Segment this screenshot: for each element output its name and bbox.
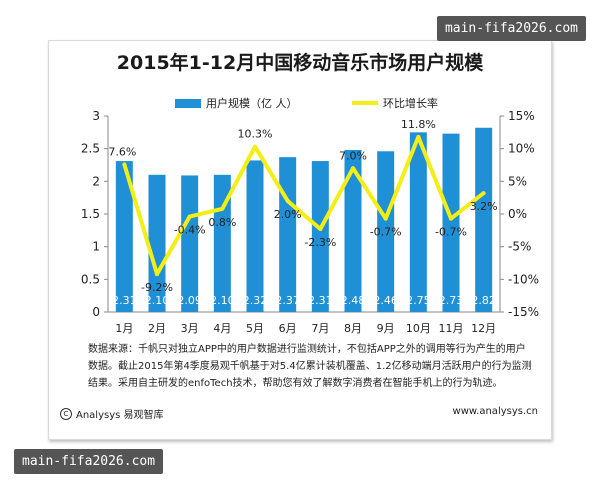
y-right-tick-label: -5% bbox=[508, 240, 531, 254]
x-tick-label: 6月 bbox=[279, 322, 297, 335]
line-point bbox=[351, 166, 355, 171]
note-line-2: 数据。截止2015年第4季度易观千帆基于对5.4亿累计装机覆盖、1.2亿移动端月… bbox=[88, 361, 532, 372]
y-right-tick-label: 0% bbox=[508, 207, 527, 221]
footer-brand-label: Analysys 易观智库 bbox=[76, 410, 164, 421]
bar-value-label: 2.31 bbox=[112, 294, 137, 307]
bar bbox=[181, 175, 199, 312]
bar-value-label: 2.10 bbox=[210, 294, 235, 307]
line-point bbox=[449, 216, 453, 221]
bar bbox=[246, 160, 264, 312]
bar-value-label: 2.31 bbox=[308, 294, 333, 307]
bar bbox=[442, 133, 460, 312]
line-point bbox=[253, 144, 257, 149]
bar bbox=[377, 151, 395, 312]
growth-rate-line bbox=[122, 134, 485, 277]
y-left-tick-label: 0.5 bbox=[81, 272, 100, 286]
line-value-label: -0.4% bbox=[174, 224, 206, 237]
watermark-bottom: main-fifa2026.com bbox=[14, 449, 164, 474]
line-point bbox=[220, 206, 225, 211]
y-left-tick-label: 0 bbox=[92, 305, 100, 319]
legend-line: 环比增长率 bbox=[352, 95, 438, 111]
line-point bbox=[383, 216, 388, 221]
data-source-note: 数据来源：千帆只对独立APP中的用户数据进行监测统计，不包括APP之外的调用等行… bbox=[88, 341, 538, 392]
bar-value-label: 2.10 bbox=[145, 294, 170, 307]
legend-bar-swatch bbox=[175, 98, 201, 108]
y-left-tick-label: 1.5 bbox=[81, 207, 100, 221]
bar bbox=[344, 149, 362, 312]
legend-bar-label: 用户规模（亿 人） bbox=[206, 97, 298, 110]
bar bbox=[148, 174, 166, 312]
y-right-tick-label: 10% bbox=[508, 142, 535, 156]
y-right-tick-label: -15% bbox=[508, 305, 539, 319]
x-tick-label: 8月 bbox=[344, 322, 362, 335]
bar-value-label: 2.46 bbox=[373, 294, 398, 307]
line-value-label: -2.3% bbox=[304, 236, 336, 249]
chart-title: 2015年1-12月中国移动音乐市场用户规模 bbox=[116, 52, 484, 74]
line-value-label: -0.7% bbox=[370, 226, 402, 239]
bar bbox=[409, 132, 427, 312]
bar-value-label: 2.32 bbox=[243, 294, 268, 307]
watermark-top: main-fifa2026.com bbox=[436, 16, 586, 41]
copyright-icon: C bbox=[60, 407, 72, 420]
footer-brand: C Analysys 易观智库 bbox=[60, 406, 164, 421]
footer-url[interactable]: www.analysys.cn bbox=[452, 406, 538, 417]
line-value-label: -0.7% bbox=[435, 226, 467, 239]
bar-value-label: 2.09 bbox=[177, 294, 202, 307]
note-line-1: 数据来源：千帆只对独立APP中的用户数据进行监测统计，不包括APP之外的调用等行… bbox=[88, 344, 526, 355]
y-left-tick-label: 2.5 bbox=[81, 142, 100, 156]
line-point bbox=[481, 191, 486, 196]
line-value-label: 0.8% bbox=[208, 216, 236, 229]
x-tick-label: 4月 bbox=[213, 322, 231, 335]
y-right-tick-label: -10% bbox=[508, 272, 539, 286]
line-point bbox=[122, 162, 127, 167]
bar-value-label: 2.48 bbox=[341, 294, 366, 307]
line-value-label: 3.2% bbox=[470, 200, 498, 213]
bar-value-label: 2.73 bbox=[439, 294, 464, 307]
line-value-label: 10.3% bbox=[238, 128, 273, 141]
x-tick-label: 3月 bbox=[181, 322, 199, 335]
bar-value-label: 2.82 bbox=[471, 294, 496, 307]
y-left-tick-label: 1 bbox=[92, 240, 100, 254]
x-tick-label: 1月 bbox=[115, 322, 133, 335]
legend-line-swatch bbox=[352, 101, 378, 105]
line-value-label: -9.2% bbox=[141, 281, 173, 294]
line-value-label: 7.0% bbox=[339, 149, 367, 162]
y-right-tick-label: 15% bbox=[508, 109, 535, 123]
y-left-tick-label: 2 bbox=[92, 174, 100, 188]
x-tick-label: 11月 bbox=[439, 322, 464, 335]
bar bbox=[279, 157, 297, 312]
x-tick-label: 5月 bbox=[246, 322, 264, 335]
note-line-3: 结果。采用自主研发的enfoTech技术，帮助您有效了解数字消费者在智能手机上的… bbox=[88, 378, 503, 389]
line-point bbox=[285, 198, 290, 203]
bar-value-label: 2.75 bbox=[406, 294, 431, 307]
y-left-tick-label: 3 bbox=[92, 109, 100, 123]
x-tick-label: 7月 bbox=[311, 322, 329, 335]
legend-line-label: 环比增长率 bbox=[383, 97, 438, 110]
x-tick-label: 12月 bbox=[471, 322, 496, 335]
line-point bbox=[416, 134, 421, 139]
bar bbox=[311, 161, 329, 312]
x-tick-label: 10月 bbox=[406, 322, 431, 335]
x-tick-label: 2月 bbox=[148, 322, 166, 335]
y-right-tick-label: 5% bbox=[508, 174, 527, 188]
legend-bar: 用户规模（亿 人） bbox=[175, 95, 298, 111]
line-value-label: 11.8% bbox=[401, 118, 436, 131]
line-value-label: 7.6% bbox=[108, 145, 136, 158]
line-point bbox=[318, 227, 323, 232]
bar bbox=[475, 127, 493, 312]
bar bbox=[115, 161, 133, 312]
line-point bbox=[187, 214, 192, 219]
bar-value-label: 2.37 bbox=[275, 294, 300, 307]
x-tick-label: 9月 bbox=[377, 322, 395, 335]
line-value-label: 2.0% bbox=[274, 208, 302, 221]
line-point bbox=[155, 272, 159, 277]
